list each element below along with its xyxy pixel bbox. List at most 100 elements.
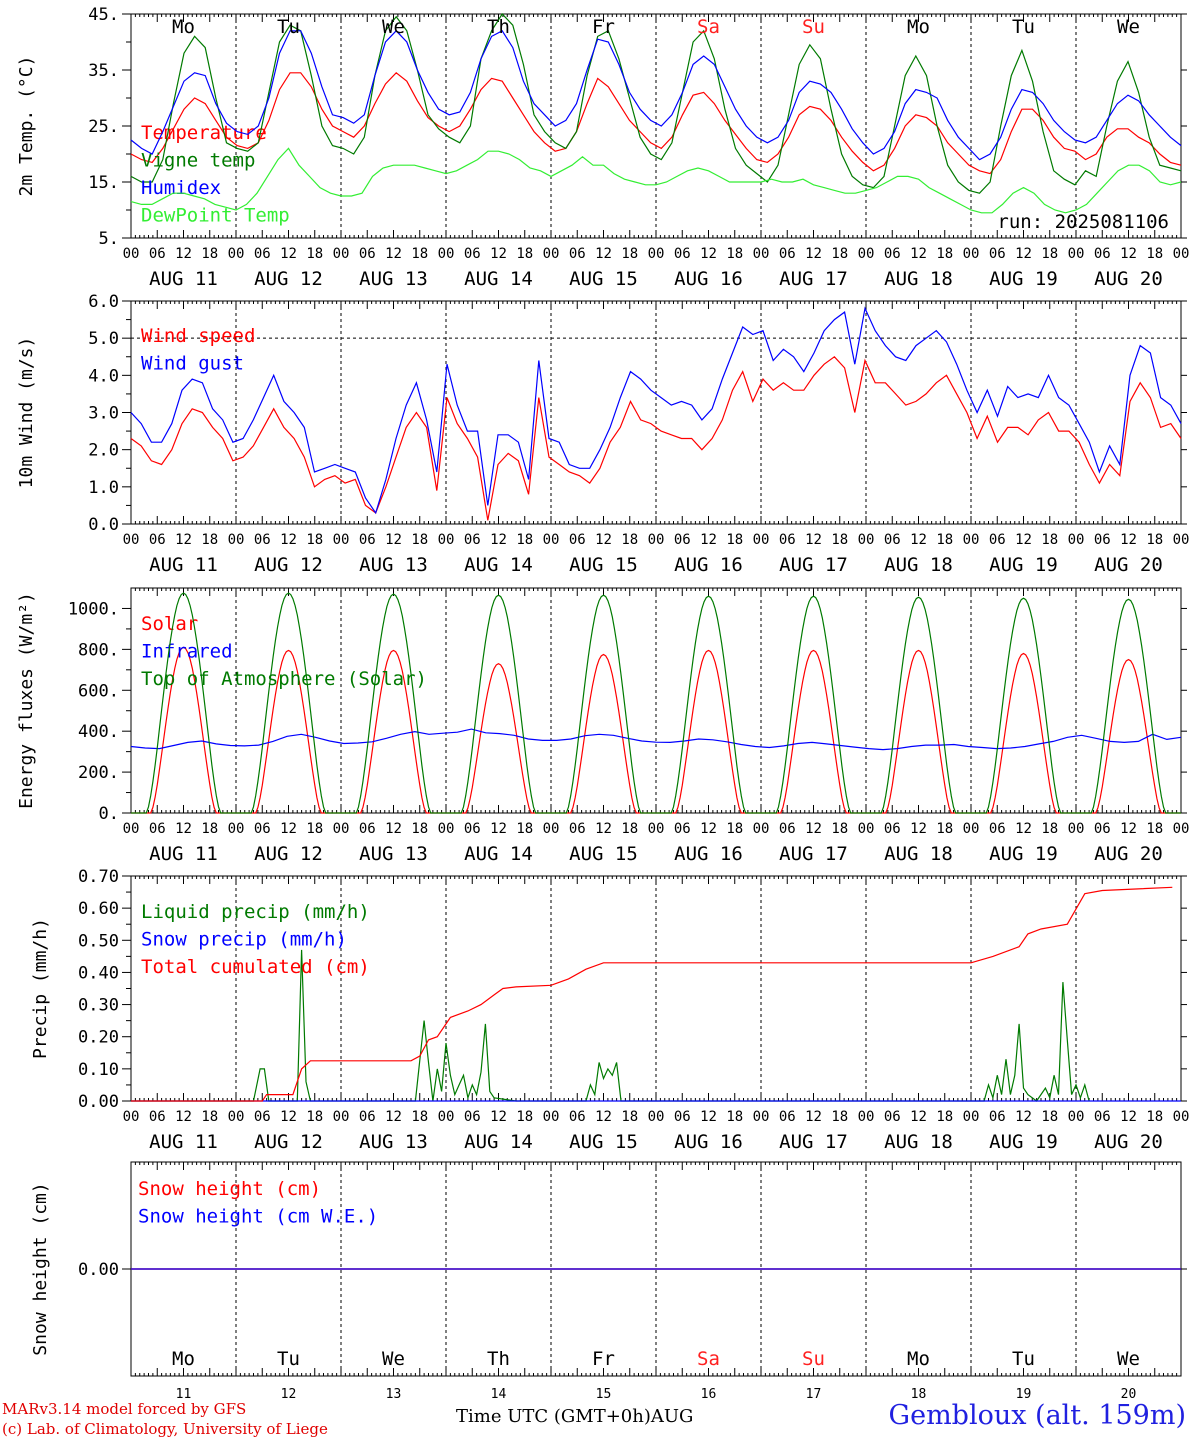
hour-tick-label: 06 <box>569 821 586 837</box>
weekday-label: Mo <box>172 1348 195 1370</box>
series-temperature <box>130 71 1182 175</box>
hour-tick-label: 12 <box>175 1109 192 1125</box>
hour-tick-label: 00 <box>543 532 560 548</box>
hour-tick-label: 12 <box>805 1109 822 1125</box>
y-tick-label: 6.0 <box>88 292 119 312</box>
y-tick-label: 4.0 <box>88 366 119 386</box>
hour-tick-label: 18 <box>726 246 743 262</box>
date-label: AUG 17 <box>779 554 848 576</box>
hour-tick-label: 06 <box>1094 532 1111 548</box>
hour-tick-label: 12 <box>1120 246 1137 262</box>
hour-tick-label: 06 <box>779 246 796 262</box>
hour-tick-label: 18 <box>726 532 743 548</box>
hour-tick-label: 06 <box>989 821 1006 837</box>
lab-credit: (c) Lab. of Climatology, University of L… <box>2 1420 328 1438</box>
hour-tick-label: 18 <box>831 1109 848 1125</box>
y-tick-label: 5. <box>99 229 119 249</box>
hour-tick-label: 06 <box>359 1109 376 1125</box>
hour-tick-label: 06 <box>989 1109 1006 1125</box>
y-tick-label: 1000. <box>68 599 119 619</box>
hour-tick-label: 00 <box>753 246 770 262</box>
legend-item: Solar <box>141 613 198 635</box>
date-label: AUG 14 <box>464 554 533 576</box>
y-axis-label: Energy fluxes (W/m²) <box>16 592 37 809</box>
hour-tick-label: 00 <box>228 532 245 548</box>
hour-tick-label: 12 <box>1015 1109 1032 1125</box>
series-liquid-precip-mm-h- <box>131 949 1090 1102</box>
hour-tick-label: 06 <box>254 532 271 548</box>
hour-tick-label: 00 <box>1068 821 1085 837</box>
legend-item: Temperature <box>141 122 267 144</box>
y-tick-label: 0.50 <box>78 931 119 951</box>
run-label: run: 2025081106 <box>997 211 1169 233</box>
hour-tick-label: 00 <box>228 821 245 837</box>
date-label: AUG 14 <box>464 1131 533 1153</box>
hour-tick-label: 18 <box>411 821 428 837</box>
date-label: AUG 20 <box>1094 843 1163 865</box>
hour-tick-label: 00 <box>123 246 140 262</box>
y-tick-label: 2.0 <box>88 441 119 461</box>
weekday-label: Fr <box>592 16 615 38</box>
series-dewpoint-temp <box>130 147 1182 214</box>
hour-tick-label: 06 <box>254 246 271 262</box>
y-axis-label: Snow height (cm) <box>30 1182 51 1355</box>
legend-item: DewPoint Temp <box>141 205 290 227</box>
hour-tick-label: 18 <box>621 532 638 548</box>
weekday-label: We <box>382 16 405 38</box>
weekday-label: We <box>1117 16 1140 38</box>
weekday-label: We <box>382 1348 405 1370</box>
hour-tick-label: 06 <box>359 821 376 837</box>
y-tick-label: 5.0 <box>88 329 119 349</box>
day-number-label: 18 <box>911 1387 927 1402</box>
legend-item: Top of Atmosphere (Solar) <box>141 668 427 690</box>
hour-tick-label: 06 <box>359 246 376 262</box>
hour-tick-label: 06 <box>674 821 691 837</box>
hour-tick-label: 00 <box>858 1109 875 1125</box>
hour-tick-label: 12 <box>595 1109 612 1125</box>
hour-tick-label: 06 <box>149 246 166 262</box>
hour-tick-label: 12 <box>805 821 822 837</box>
hour-tick-label: 18 <box>201 246 218 262</box>
legend-item: Humidex <box>141 177 221 199</box>
date-label: AUG 11 <box>149 1131 218 1153</box>
series-wind-speed <box>130 356 1182 521</box>
hour-tick-label: 12 <box>805 246 822 262</box>
y-tick-label: 200. <box>78 763 119 783</box>
date-label: AUG 17 <box>779 843 848 865</box>
hour-tick-label: 12 <box>595 532 612 548</box>
weekday-label: Mo <box>172 16 195 38</box>
date-label: AUG 19 <box>989 554 1058 576</box>
hour-tick-label: 18 <box>621 246 638 262</box>
hour-tick-label: 12 <box>385 532 402 548</box>
hour-tick-label: 00 <box>648 1109 665 1125</box>
y-tick-label: 0.60 <box>78 899 119 919</box>
y-tick-label: 800. <box>78 640 119 660</box>
date-label: AUG 20 <box>1094 554 1163 576</box>
day-number-label: 16 <box>701 1387 717 1402</box>
hour-tick-label: 00 <box>648 246 665 262</box>
date-label: AUG 14 <box>464 843 533 865</box>
legend-item: Vigne temp <box>141 150 255 172</box>
hour-tick-label: 12 <box>175 821 192 837</box>
hour-tick-label: 18 <box>726 1109 743 1125</box>
hour-tick-label: 06 <box>359 532 376 548</box>
y-tick-label: 0. <box>99 804 119 824</box>
legend-item: Snow precip (mm/h) <box>141 929 347 951</box>
date-label: AUG 17 <box>779 1131 848 1153</box>
weekday-label: Tu <box>277 1348 300 1370</box>
weekday-label: Tu <box>1012 1348 1035 1370</box>
date-label: AUG 15 <box>569 268 638 290</box>
hour-tick-label: 06 <box>674 1109 691 1125</box>
hour-tick-label: 18 <box>516 821 533 837</box>
hour-tick-label: 12 <box>385 1109 402 1125</box>
date-label: AUG 12 <box>254 843 323 865</box>
hour-tick-label: 00 <box>858 821 875 837</box>
series-top-of-atmosphere-solar- <box>131 592 1181 814</box>
hour-tick-label: 12 <box>280 821 297 837</box>
weekday-label: Th <box>487 16 510 38</box>
date-label: AUG 12 <box>254 1131 323 1153</box>
y-tick-label: 0.70 <box>78 867 119 887</box>
hour-tick-label: 06 <box>464 532 481 548</box>
hour-tick-label: 12 <box>385 246 402 262</box>
hour-tick-label: 18 <box>1146 532 1163 548</box>
